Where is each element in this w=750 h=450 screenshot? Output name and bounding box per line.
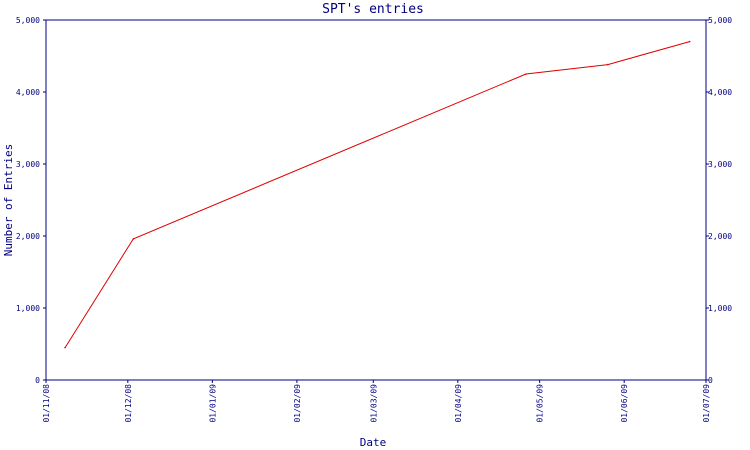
x-tick-label: 01/01/09 (208, 384, 217, 423)
data-point (525, 73, 527, 75)
x-tick-label: 01/05/09 (536, 384, 545, 423)
y-axis-right: 0 1,000 2,000 3,000 4,000 5,000 (706, 16, 732, 385)
y-axis-left: 0 1,000 2,000 3,000 4,000 5,000 (16, 16, 46, 385)
x-tick-label: 01/07/09 (702, 384, 711, 423)
y-tick-label-left: 2,000 (16, 232, 40, 241)
y-tick-label-right: 3,000 (708, 160, 732, 169)
chart-title: SPT's entries (322, 2, 424, 17)
data-point (607, 63, 609, 66)
y-tick-label-left: 0 (35, 376, 40, 385)
series-line (64, 41, 690, 348)
y-tick-label-left: 3,000 (16, 160, 40, 169)
y-tick-label-left: 1,000 (16, 304, 40, 313)
y-tick-label-left: 4,000 (16, 88, 40, 97)
data-point (64, 346, 66, 349)
series-layer (64, 40, 691, 349)
y-tick-label-right: 2,000 (708, 232, 732, 241)
x-tick-label: 01/04/09 (454, 384, 463, 423)
y-tick-label-right: 5,000 (708, 16, 732, 25)
x-axis-title: Date (360, 436, 387, 449)
y-axis-title: Number of Entries (2, 144, 15, 257)
plot-frame (45, 19, 707, 381)
x-tick-label: 01/12/08 (124, 384, 133, 423)
data-point (132, 238, 135, 240)
data-point (688, 40, 691, 43)
x-tick-label: 01/06/09 (620, 384, 629, 423)
x-axis: 01/11/08 01/12/08 01/01/09 01/02/09 01/03/09… (42, 380, 711, 423)
y-tick-label-right: 0 (708, 376, 713, 385)
y-tick-label-left: 5,000 (16, 16, 40, 25)
y-tick-label-right: 4,000 (708, 88, 732, 97)
x-tick-label: 01/02/09 (293, 384, 302, 423)
x-tick-label: 01/03/09 (369, 384, 378, 423)
y-tick-label-right: 1,000 (708, 304, 732, 313)
x-tick-label: 01/11/08 (42, 384, 51, 423)
